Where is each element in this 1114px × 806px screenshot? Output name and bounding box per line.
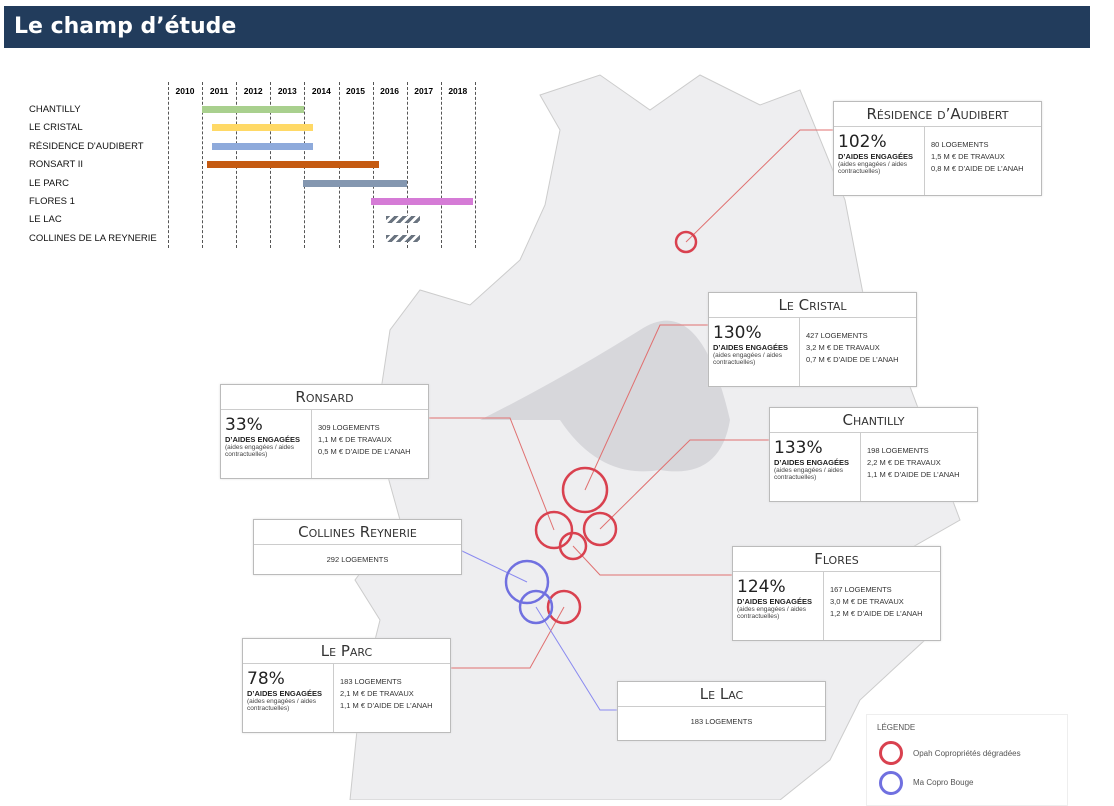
box-title: Ronsard [221,385,428,410]
gantt-bar [302,179,407,187]
box-stat: 1,1 M € D’AIDE DE L’ANAH [867,470,960,479]
aid-percent: 130% [713,323,762,343]
legend-title: LÉGENDE [877,723,916,732]
aid-label: D’AIDES ENGAGÉES [838,152,914,161]
box-title: Le Parc [243,639,450,664]
aid-note: (aides engagées / aides contractuelles) [774,467,844,481]
aid-note: (aides engagées / aides contractuelles) [247,698,317,712]
box-stat: 2,1 M € DE TRAVAUX [340,689,414,698]
box-title: Résidence d’Audibert [834,102,1041,127]
box-title: Flores [733,547,940,572]
box-stat: 427 LOGEMENTS [806,331,868,340]
year-label: 2010 [175,86,195,96]
box-stat: 1,5 M € DE TRAVAUX [931,152,1005,161]
header-bar: Le champ d’étude [4,6,1090,48]
gantt-row-label: LE PARC [29,177,69,189]
aid-note: (aides engagées / aides contractuelles) [225,444,295,458]
box-stat: 1,1 M € D’AIDE DE L’ANAH [340,701,433,710]
site-info-box: Collines Reynerie 292 LOGEMENTS [253,519,462,575]
aid-percent: 78% [247,669,285,689]
box-stat: 0,7 M € D’AIDE DE L’ANAH [806,355,899,364]
gantt-row-label: RÉSIDENCE D'AUDIBERT [29,140,144,152]
box-stat: 80 LOGEMENTS [931,140,989,149]
gantt-row-label: COLLINES DE LA REYNERIE [29,232,157,244]
box-stat: 183 LOGEMENTS [340,677,402,686]
aid-note: (aides engagées / aides contractuelles) [713,352,783,366]
aid-percent: 102% [838,132,887,152]
site-info-box: Le Parc 78% D’AIDES ENGAGÉES (aides enga… [242,638,451,733]
year-label: 2015 [346,86,365,96]
aid-percent: 33% [225,415,263,435]
gantt-bar [370,198,474,205]
gantt-row-label: FLORES 1 [29,196,75,207]
aid-label: D’AIDES ENGAGÉES [247,689,323,698]
year-divider [406,82,408,248]
aid-note: (aides engagées / aides contractuelles) [737,606,807,620]
year-label: 2014 [311,86,331,96]
gantt-bar [207,161,380,169]
site-info-box: Le Cristal 130% D’AIDES ENGAGÉES (aides … [708,292,917,387]
box-stat: 2,2 M € DE TRAVAUX [867,458,941,467]
year-label: 2017 [414,86,434,96]
aid-percent: 124% [737,577,786,597]
year-label: 2012 [243,86,263,96]
aid-label: D’AIDES ENGAGÉES [713,343,789,352]
box-stat: 1,2 M € D’AIDE DE L’ANAH [830,609,923,618]
opah-markers [534,230,698,625]
year-label: 2011 [209,86,229,96]
site-info-box: Le Lac 183 LOGEMENTS [617,681,826,741]
box-stat: 309 LOGEMENTS [318,423,380,432]
aid-percent: 133% [774,438,823,458]
aid-note: (aides engagées / aides contractuelles) [838,161,908,175]
year-divider [440,82,442,248]
gantt-bar [386,216,421,224]
site-info-box: Chantilly 133% D’AIDES ENGAGÉES (aides e… [769,407,978,502]
year-label: 2013 [277,86,297,96]
box-stat: 198 LOGEMENTS [867,446,929,455]
box-stat: 1,1 M € DE TRAVAUX [318,435,392,444]
box-stat: 3,0 M € DE TRAVAUX [830,597,904,606]
box-stat: 3,2 M € DE TRAVAUX [806,343,880,352]
legend-blue-circle-icon [879,771,903,795]
box-title: Collines Reynerie [254,520,461,545]
aid-label: D’AIDES ENGAGÉES [225,435,301,444]
box-stat: 0,8 M € D’AIDE DE L’ANAH [931,164,1024,173]
legend-red-circle-icon [879,741,903,765]
gantt-row-label: CHANTILLY [29,104,81,115]
aid-label: D’AIDES ENGAGÉES [774,458,850,467]
site-info-box: Résidence d’Audibert 102% D’AIDES ENGAGÉ… [833,101,1042,196]
year-label: 2018 [448,86,468,96]
year-divider [202,82,204,248]
box-stat: 167 LOGEMENTS [830,585,892,594]
box-title: Le Lac [618,682,825,707]
year-divider [168,82,169,248]
legend-label: Ma Copro Bouge [913,778,974,787]
gantt-bar [212,124,313,132]
gantt-row-label: LE LAC [29,214,62,226]
aid-label: D’AIDES ENGAGÉES [737,597,813,606]
gantt-bar [212,142,313,150]
legend: LÉGENDE Opah Copropriétés dégradées Ma C… [866,714,1068,806]
box-title: Chantilly [770,408,977,433]
box-stat: 0,5 M € D’AIDE DE L’ANAH [318,447,411,456]
gantt-row-label: LE CRISTAL [29,122,83,134]
site-info-box: Ronsard 33% D’AIDES ENGAGÉES (aides enga… [220,384,429,479]
gantt-bar [386,234,421,242]
year-divider [474,82,476,248]
box-stat: 183 LOGEMENTS [690,717,753,726]
legend-label: Opah Copropriétés dégradées [913,749,1021,758]
year-label: 2016 [380,86,400,96]
box-title: Le Cristal [709,293,916,318]
gantt-bar [202,106,305,113]
copro-bouge-markers [504,559,554,625]
gantt-row-label: RONSART II [29,159,84,171]
page-title: Le champ d’étude [14,14,237,39]
site-info-box: Flores 124% D’AIDES ENGAGÉES (aides enga… [732,546,941,641]
box-stat: 292 LOGEMENTS [326,555,389,564]
